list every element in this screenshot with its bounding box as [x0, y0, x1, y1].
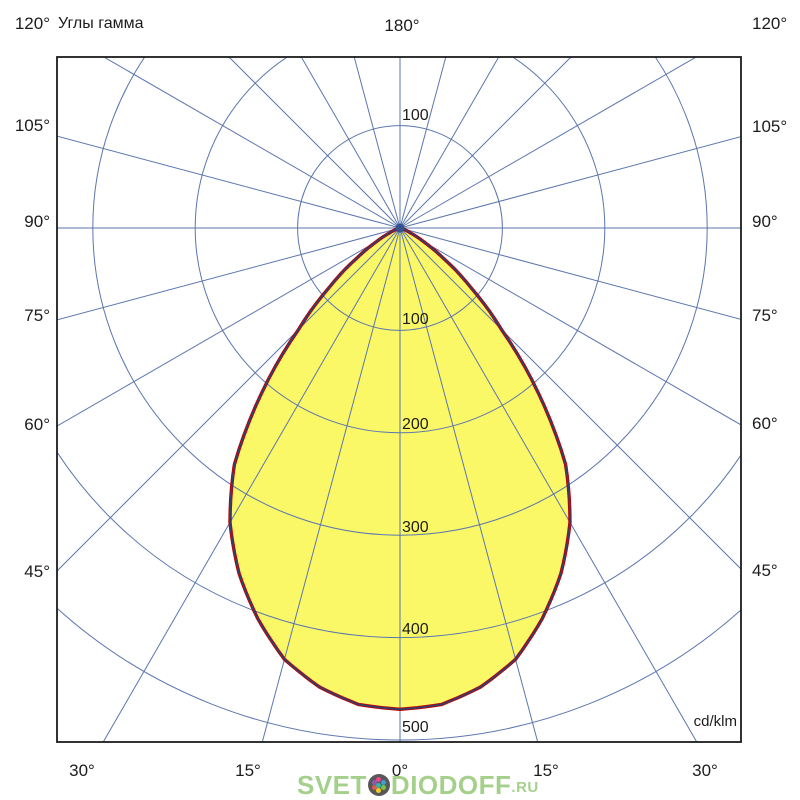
grid-ray-255	[57, 135, 401, 229]
bottom-axis-label-15-right: 15°	[533, 761, 559, 780]
right-axis-label-75: 75°	[752, 306, 778, 325]
grid-ray-150	[399, 57, 500, 229]
bottom-axis-label-30-left: 30°	[69, 761, 95, 780]
watermark-logo-dot	[376, 782, 382, 788]
grid-ray-210	[300, 57, 401, 229]
pole-dot	[395, 223, 405, 233]
left-axis-label-105: 105°	[14, 116, 50, 135]
right-axis-label-105: 105°	[752, 117, 788, 136]
watermark-logo-dot	[381, 779, 387, 785]
grid-ray-165	[399, 57, 447, 229]
grid-ray-300	[57, 227, 401, 427]
chart-frame	[56, 56, 742, 743]
left-axis-label-75: 75°	[24, 306, 50, 325]
watermark-logo-dot	[376, 788, 382, 793]
grid-ray-195	[353, 57, 401, 229]
grid-ray-345	[261, 227, 401, 742]
corner-angle-label-top-right: 120°	[752, 14, 788, 33]
watermark-text-left: SVET	[297, 769, 367, 800]
corner-angle-label-top-left: 120°	[14, 14, 50, 33]
radial-tick-100-upper: 100	[402, 107, 429, 124]
radial-tick-400: 400	[402, 621, 429, 638]
watermark-logo-dot	[381, 785, 387, 791]
right-axis-label-90: 90°	[752, 212, 778, 231]
grid-ray-75	[399, 227, 741, 320]
intensity-curve-c90	[229, 227, 571, 711]
bottom-axis-label-0: 0°	[391, 761, 409, 780]
grid-ray-30	[399, 227, 698, 742]
watermark: SVET DIODOFF .RU	[297, 769, 539, 800]
left-axis-label-90: 90°	[24, 212, 50, 231]
radial-tick-200: 200	[402, 416, 429, 433]
grid-ray-15	[399, 227, 539, 742]
bottom-axis-label-15-left: 15°	[235, 761, 261, 780]
grid-ray-285	[57, 227, 401, 321]
left-axis-label-45: 45°	[24, 562, 50, 581]
axis-label-180: 180°	[384, 16, 420, 35]
right-axis-label-60: 60°	[752, 414, 778, 433]
grid-ray-135	[399, 57, 572, 229]
grid-ray-225	[228, 57, 401, 229]
grid-ray-240	[102, 57, 401, 229]
grid-ray-330	[102, 227, 401, 742]
watermark-logo-dot	[371, 779, 377, 785]
radial-tick-500: 500	[402, 719, 429, 736]
grid-ray-120	[399, 57, 698, 229]
grid-ray-105	[399, 136, 741, 229]
grid-ray-60	[399, 227, 741, 426]
watermark-domain-suffix: .RU	[511, 779, 539, 796]
radial-tick-100: 100	[402, 311, 429, 328]
radial-tick-300: 300	[402, 519, 429, 536]
watermark-logo-icon	[367, 774, 390, 796]
watermark-logo-dot	[371, 785, 377, 791]
radial-unit-label: cd/klm	[693, 713, 737, 730]
watermark-logo-dot	[376, 777, 382, 782]
left-axis-label-60: 60°	[24, 415, 50, 434]
bottom-axis-label-30-right: 30°	[692, 761, 718, 780]
right-axis-label-45: 45°	[752, 561, 778, 580]
watermark-text-right: DIODOFF	[390, 769, 512, 800]
chart-title: Углы гамма	[58, 15, 144, 32]
